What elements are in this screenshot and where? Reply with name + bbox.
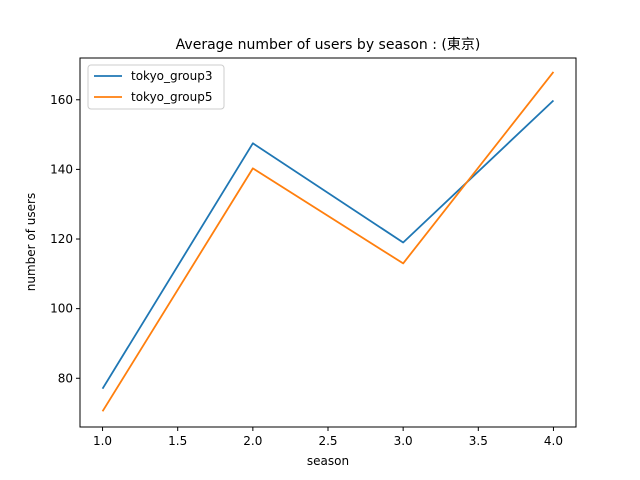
x-tick-label: 4.0 [544,434,563,448]
legend-label: tokyo_group5 [131,90,213,104]
x-axis-label: season [307,454,349,468]
y-tick-label: 120 [50,232,73,246]
legend-label: tokyo_group3 [131,69,213,83]
y-tick-label: 140 [50,162,73,176]
y-tick-label: 100 [50,302,73,316]
x-tick-label: 3.5 [469,434,488,448]
x-tick-label: 1.5 [168,434,187,448]
x-tick-label: 1.0 [93,434,112,448]
y-tick-label: 160 [50,93,73,107]
y-axis-label: number of users [24,193,38,291]
x-tick-label: 3.0 [394,434,413,448]
series-line-tokyo_group3 [101,99,555,390]
chart-title: Average number of users by season : (東京) [176,37,481,53]
series-lines [101,71,555,412]
plot-frame [79,57,577,428]
legend: tokyo_group3 tokyo_group5 [87,64,225,110]
x-tick-label: 2.0 [243,434,262,448]
x-tick-label: 2.5 [318,434,337,448]
x-axis: 1.0 1.5 2.0 2.5 3.0 3.5 4.0 [93,427,563,448]
y-tick-label: 80 [58,371,73,385]
series-line-tokyo_group5 [101,71,555,412]
y-axis: 80 100 120 140 160 [50,93,80,385]
